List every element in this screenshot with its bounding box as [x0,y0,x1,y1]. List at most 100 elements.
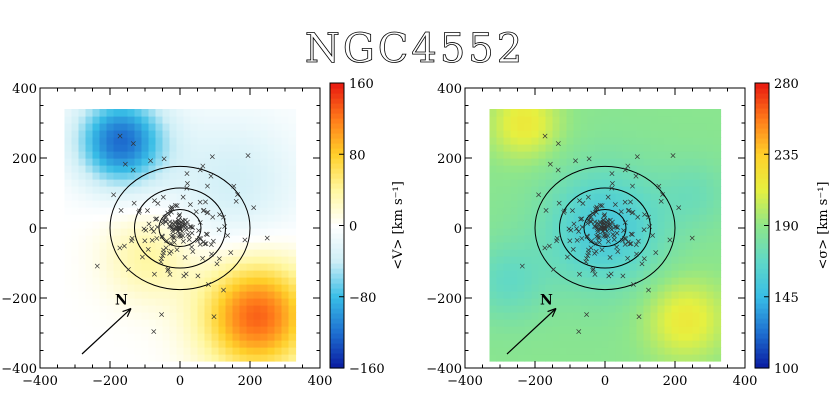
heatmap-cell [190,242,199,250]
heatmap-cell [678,221,687,229]
heatmap-cell [657,270,666,278]
colorbar-cell [755,228,769,234]
heatmap-cell [162,130,171,138]
heatmap-cell [232,284,241,292]
heatmap-cell [239,333,248,341]
star-marker [605,238,611,244]
heatmap-cell [517,172,526,180]
heatmap-cell [517,186,526,194]
heatmap-cell [169,305,178,313]
heatmap-cell [260,291,269,299]
heatmap-cell [538,200,547,208]
isophote-ellipse [559,187,651,269]
heatmap-cell [85,256,94,264]
heatmap-cell [650,305,659,313]
heatmap-cell [190,340,199,348]
heatmap-cell [281,298,290,306]
heatmap-cell [629,333,638,341]
heatmap-cell [260,165,269,173]
heatmap-cell [211,151,220,159]
heatmap-cell [99,340,108,348]
heatmap-cell [517,144,526,152]
heatmap-cell [538,242,547,250]
heatmap-cell [267,291,276,299]
heatmap-cell [274,158,283,166]
heatmap-cell [78,165,87,173]
heatmap-cell [622,109,631,117]
heatmap-cell [538,172,547,180]
heatmap-cell [517,326,526,334]
heatmap-cell [127,144,136,152]
heatmap-cell [699,312,708,320]
heatmap-cell [183,123,192,131]
heatmap-cell [713,228,722,236]
heatmap-cell [706,109,715,117]
heatmap-cell [678,130,687,138]
heatmap-cell [288,291,297,299]
heatmap-cell [197,298,206,306]
heatmap-cell [489,179,498,187]
heatmap-cell [685,291,694,299]
heatmap-cell [113,312,122,320]
heatmap-cell [183,249,192,257]
star-marker [126,266,131,272]
star-marker [149,226,155,232]
y-tick-label: −200 [1,292,37,307]
heatmap-cell [524,354,533,362]
heatmap-cell [281,270,290,278]
heatmap-cell [531,151,540,159]
colorbar-cell [755,358,769,364]
heatmap-cell [601,305,610,313]
heatmap-cell [134,123,143,131]
star-marker [622,241,628,247]
heatmap-cell [517,333,526,341]
star-marker [118,207,124,213]
heatmap-cell [253,242,262,250]
heatmap-cell [162,116,171,124]
star-marker [242,237,248,243]
heatmap-cell [190,165,199,173]
heatmap-cell [608,130,617,138]
star-marker [117,133,123,139]
heatmap-cell [99,270,108,278]
heatmap-cell [204,340,213,348]
heatmap-cell [239,214,248,222]
heatmap-cell [204,130,213,138]
heatmap-cell [120,277,129,285]
heatmap-cell [260,305,269,313]
heatmap-cell [127,249,136,257]
heatmap-cell [510,116,519,124]
heatmap-cell [685,326,694,334]
heatmap-cell [120,354,129,362]
heatmap-cell [657,109,666,117]
heatmap-cell [190,291,199,299]
heatmap-cell [524,228,533,236]
heatmap-cell [692,347,701,355]
star-marker [605,194,611,200]
y-tick-label: 400 [12,82,37,97]
heatmap-cell [162,137,171,145]
heatmap-cell [699,333,708,341]
colorbar-cell [330,308,344,314]
heatmap-cell [267,193,276,201]
star-marker [155,200,161,206]
heatmap-cell [71,228,80,236]
heatmap-cell [281,340,290,348]
heatmap-cell [636,354,645,362]
heatmap-cell [127,123,136,131]
heatmap-cell [615,207,624,215]
heatmap-cell [113,123,122,131]
heatmap-cell [671,326,680,334]
heatmap-cell [78,249,87,257]
heatmap-cell [615,130,624,138]
heatmap-cell [288,158,297,166]
heatmap-cell [113,151,122,159]
heatmap-cell [183,144,192,152]
heatmap-cell [176,186,185,194]
colorbar-cell [330,208,344,214]
heatmap-cell [671,305,680,313]
heatmap-cell [64,193,73,201]
heatmap-cell [713,291,722,299]
heatmap-cell [685,193,694,201]
heatmap-cell [211,228,220,236]
